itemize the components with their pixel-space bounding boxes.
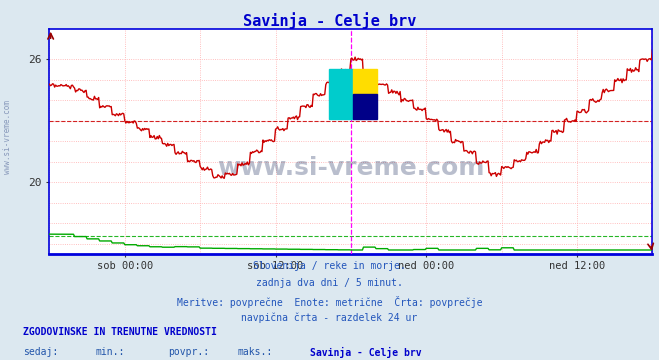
Text: sedaj:: sedaj: bbox=[23, 347, 58, 357]
Text: navpična črta - razdelek 24 ur: navpična črta - razdelek 24 ur bbox=[241, 313, 418, 323]
Text: min.:: min.: bbox=[96, 347, 125, 357]
Text: ZGODOVINSKE IN TRENUTNE VREDNOSTI: ZGODOVINSKE IN TRENUTNE VREDNOSTI bbox=[23, 327, 217, 337]
Text: maks.:: maks.: bbox=[237, 347, 272, 357]
Text: Savinja - Celje brv: Savinja - Celje brv bbox=[310, 347, 421, 358]
Text: Slovenija / reke in morje.: Slovenija / reke in morje. bbox=[253, 261, 406, 271]
Bar bbox=[353, 69, 377, 94]
Bar bbox=[329, 69, 353, 119]
Text: www.si-vreme.com: www.si-vreme.com bbox=[217, 156, 484, 180]
Text: zadnja dva dni / 5 minut.: zadnja dva dni / 5 minut. bbox=[256, 278, 403, 288]
Bar bbox=[353, 94, 377, 119]
Text: povpr.:: povpr.: bbox=[168, 347, 209, 357]
Text: www.si-vreme.com: www.si-vreme.com bbox=[3, 100, 13, 174]
Text: Savinja - Celje brv: Savinja - Celje brv bbox=[243, 13, 416, 30]
Text: Meritve: povprečne  Enote: metrične  Črta: povprečje: Meritve: povprečne Enote: metrične Črta:… bbox=[177, 296, 482, 307]
